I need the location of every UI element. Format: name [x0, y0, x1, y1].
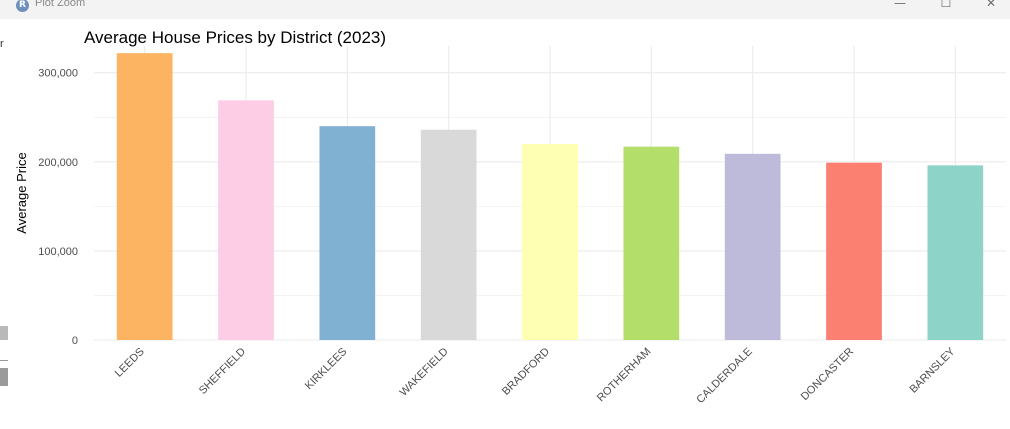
- window-titlebar: R Plot Zoom — ☐ ✕: [0, 0, 1010, 19]
- x-tick-label: ROTHERHAM: [595, 346, 654, 405]
- background-window-control: [0, 326, 8, 340]
- x-tick-label: CALDERDALE: [694, 346, 754, 406]
- x-tick-label: BARNSLEY: [907, 345, 957, 395]
- bar-leeds: [116, 53, 173, 341]
- bar-wakefield: [420, 129, 477, 340]
- x-tick-label: LEEDS: [113, 346, 147, 380]
- y-tick-label: 300,000: [38, 68, 78, 80]
- bar-chart: 0 100,000 200,000 300,000 LEEDS SHEFFIELD KIRK…: [14, 28, 1006, 406]
- bar-calderdale: [724, 153, 781, 340]
- background-window-edge: [0, 19, 8, 429]
- background-window-control: [0, 368, 8, 386]
- bar-barnsley: [927, 165, 984, 340]
- x-tick-label: DONCASTER: [799, 346, 856, 403]
- r-app-icon: R: [16, 0, 29, 12]
- chart-title: Average House Prices by District (2023): [84, 28, 386, 47]
- bar-bradford: [522, 144, 578, 340]
- window-title: Plot Zoom: [35, 0, 86, 9]
- x-tick-label: BRADFORD: [500, 346, 552, 398]
- bar-kirklees: [319, 126, 376, 340]
- x-tick-label: KIRKLEES: [303, 346, 350, 393]
- bar-rotherham: [623, 146, 680, 340]
- maximize-button[interactable]: ☐: [940, 0, 952, 10]
- minimize-button[interactable]: —: [894, 0, 906, 10]
- y-axis-label: Average Price: [14, 152, 29, 233]
- y-tick-label: 200,000: [38, 157, 78, 169]
- x-tick-label: SHEFFIELD: [197, 346, 248, 397]
- background-window-divider: [0, 360, 8, 361]
- bar-sheffield: [218, 100, 274, 340]
- background-window-text: r: [0, 38, 4, 50]
- bar-doncaster: [826, 162, 882, 340]
- close-button[interactable]: ✕: [985, 0, 997, 10]
- y-tick-label: 0: [72, 335, 78, 347]
- x-tick-label: WAKEFIELD: [398, 346, 451, 399]
- y-tick-label: 100,000: [38, 246, 78, 258]
